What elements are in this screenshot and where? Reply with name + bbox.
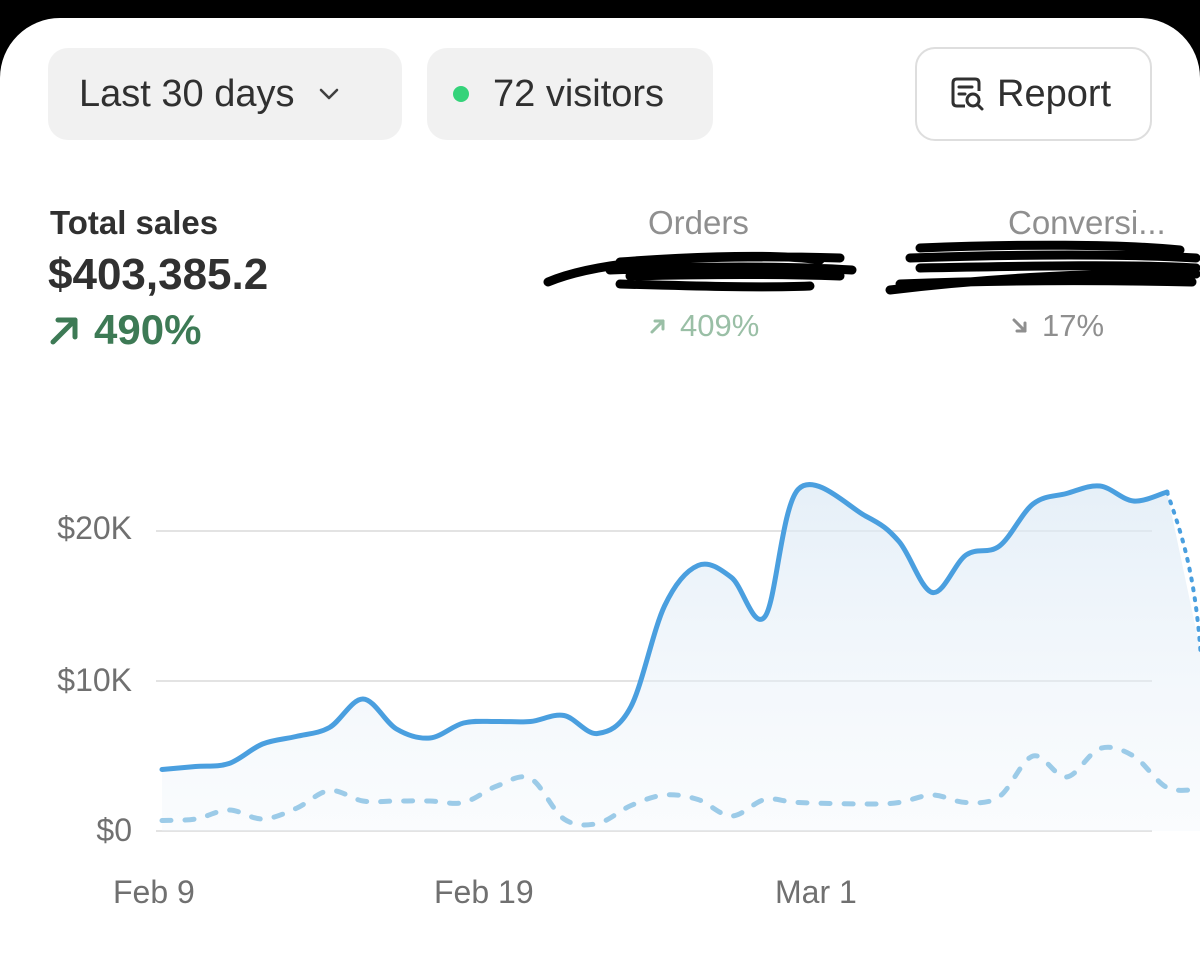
arrow-down-right-icon [1012,318,1027,333]
report-icon [951,77,984,111]
redaction-scribble [543,251,857,292]
y-tick-label: $10K [57,662,132,698]
x-tick-label: Mar 1 [775,874,857,910]
orders-label[interactable]: Orders [648,204,749,241]
redaction-scribble [885,240,1200,295]
conversion-label[interactable]: Conversi... [1008,204,1166,241]
visitors-indicator[interactable]: 72 visitors [427,48,713,140]
live-dot-icon [453,86,469,102]
visitors-label: 72 visitors [493,72,665,115]
report-label: Report [997,72,1112,115]
y-tick-label: $20K [57,510,132,546]
conversion-change: 17% [1010,308,1104,344]
report-button[interactable]: Report [915,47,1152,141]
sales-area-fill [162,484,1200,831]
orders-change-value: 409% [680,308,760,343]
arrow-up-right-icon [50,317,78,345]
date-range-label: Last 30 days [79,72,295,115]
date-range-select[interactable]: Last 30 days [48,48,402,140]
x-tick-label: Feb 19 [434,874,534,910]
y-tick-label: $0 [96,812,132,848]
conversion-change-value: 17% [1042,308,1105,343]
chevron-down-icon [320,88,339,100]
sales-series-line [159,482,1170,772]
comparison-series-line [159,744,1200,828]
total-sales-label: Total sales [50,204,219,241]
x-tick-label: Feb 9 [113,874,195,910]
total-sales-change-value: 490% [94,306,202,353]
total-sales-change: 490% [48,306,201,354]
total-sales-value: $403,385.2 [48,250,269,299]
arrow-up-right-icon [650,319,665,334]
orders-change: 409% [648,308,759,344]
